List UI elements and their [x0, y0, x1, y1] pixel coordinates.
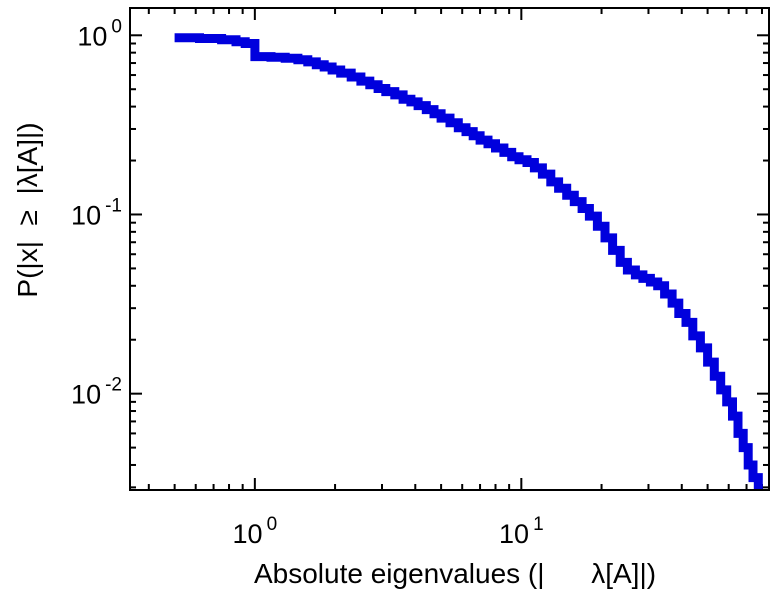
x-tick-label: 10 0 — [233, 514, 278, 549]
x-axis-label: Absolute eigenvalues (| λ[A]|) — [253, 558, 657, 589]
x-tick-label: 10 1 — [499, 514, 544, 549]
y-tick-label: 10 -2 — [71, 375, 122, 410]
ccdf-step-curve — [174, 33, 763, 490]
y-tick-label: 10 0 — [77, 16, 122, 51]
y-tick-label: 10 -1 — [71, 195, 122, 230]
axis-ticks — [130, 8, 769, 490]
plot-border — [129, 7, 770, 491]
y-axis-label: P(|x| ≥ |λ[A]|) — [12, 122, 43, 298]
